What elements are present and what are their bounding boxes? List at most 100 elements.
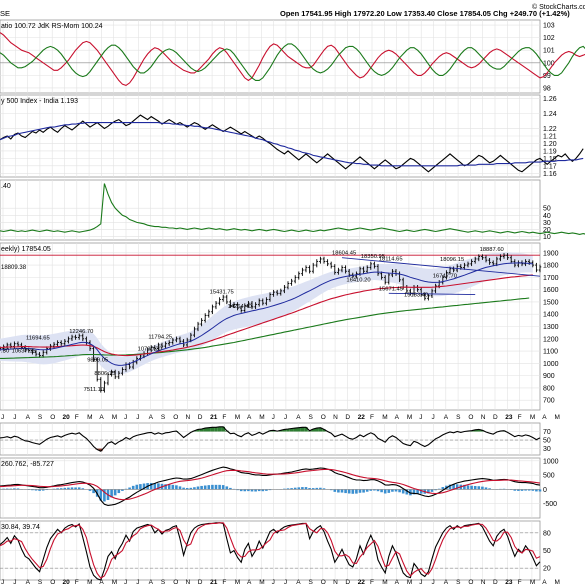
x-axis-label: O: [321, 414, 326, 421]
price-series-2: [0, 274, 533, 357]
price-annotation: 8806.75: [94, 371, 115, 377]
rrg-series-0: [0, 32, 585, 87]
x-axis-label: M: [235, 414, 240, 421]
bottom-x-axis-label: S: [161, 579, 166, 585]
rrg-ytick-label: 98: [543, 85, 551, 92]
rrg-ytick-label: 100: [543, 60, 555, 67]
price-annotation: 18096.15: [440, 257, 464, 263]
stoch-series-1: [0, 522, 541, 579]
x-axis-label: J: [124, 414, 127, 421]
rsi-ytick-label: 30: [543, 446, 551, 453]
macd-frame: [0, 457, 541, 519]
rrg-ytick-label: 103: [543, 23, 555, 30]
price-annotation: 14264.40: [228, 304, 252, 310]
bottom-x-axis-label: J: [1, 579, 4, 585]
bottom-x-axis-label: M: [87, 579, 92, 585]
x-axis-label: D: [345, 414, 350, 421]
x-axis-label: F: [222, 414, 226, 421]
price-annotation: 11794.25: [148, 334, 172, 340]
rrg-series-1: [0, 43, 585, 81]
x-axis-label: J: [1, 414, 4, 421]
bottom-x-axis-label: S: [456, 579, 461, 585]
rsi-ytick-label: 50: [543, 438, 551, 445]
price-annotation: 7511.10: [84, 387, 105, 393]
x-axis-label: N: [481, 414, 486, 421]
x-axis-label: J: [272, 414, 275, 421]
price-ytick-label: 800: [543, 385, 555, 392]
x-axis-label: S: [309, 414, 314, 421]
bottom-x-axis-label: J: [432, 579, 435, 585]
rrg-ytick-label: 102: [543, 35, 555, 42]
x-axis-label: O: [173, 414, 178, 421]
bottom-x-axis-label: M: [530, 579, 535, 585]
x-axis-label: F: [75, 414, 79, 421]
price-title: eekly) 17854.05: [1, 246, 51, 253]
bottom-x-axis-label: D: [345, 579, 350, 585]
ratio-ytick-label: 1.20: [543, 141, 557, 148]
bottom-x-axis-label: A: [296, 579, 301, 585]
bottom-x-axis-label: 21: [210, 579, 218, 585]
x-axis-label: D: [198, 414, 203, 421]
x-axis-label: A: [296, 414, 301, 421]
price-ytick-label: 1900: [543, 250, 559, 257]
rrg-panel: 98 99 100 101 102 103 atio 100.72 JdK RS-Mom 1…: [0, 19, 585, 94]
macd-series-0: [0, 466, 541, 506]
stoch-panel: 20 50 80 30.84, 39.74: [0, 520, 551, 581]
volatility-ytick-label: 10: [543, 234, 551, 241]
price-annotation: 15183.40: [404, 293, 428, 299]
price-annotation: 18604.45: [332, 251, 356, 257]
x-axis-label: 20: [63, 414, 71, 421]
macd-ytick-label: -500: [543, 501, 557, 508]
macd-ytick-label: 1000: [543, 458, 559, 465]
volatility-ytick-label: 20: [543, 227, 551, 234]
bottom-x-axis-label: A: [444, 579, 449, 585]
bottom-x-axis-label: J: [419, 579, 422, 585]
bottom-x-axis-label: M: [382, 579, 387, 585]
bottom-x-axis-label: J: [284, 579, 287, 585]
rrg-ytick-label: 99: [543, 73, 551, 80]
x-axis-label: A: [149, 414, 154, 421]
x-axis-label: J: [284, 414, 287, 421]
x-axis-label: O: [468, 414, 473, 421]
volatility-series-0: [0, 183, 585, 235]
bottom-x-axis-label: O: [468, 579, 473, 585]
stoch-series-0: [0, 522, 541, 581]
x-axis-label: J: [13, 414, 16, 421]
macd-panel: -500 0 500 1000 260.762, -85.727: [0, 457, 559, 519]
x-axis-label: S: [456, 414, 461, 421]
bottom-x-axis-label: M: [235, 579, 240, 585]
x-axis-label: 21: [210, 414, 218, 421]
price-ytick-label: 1600: [543, 287, 559, 294]
ratio-ytick-label: 1.24: [543, 111, 557, 118]
price-annotation: 18350.95: [361, 254, 385, 260]
price-ytick-label: 1200: [543, 336, 559, 343]
x-axis-label: M: [555, 414, 560, 421]
bottom-x-axis-label: M: [112, 579, 117, 585]
bottom-x-axis-label: A: [149, 579, 154, 585]
bottom-x-axis-label: 20: [63, 579, 71, 585]
macd-title: 260.762, -85.727: [1, 461, 54, 468]
x-axis-label: M: [87, 414, 92, 421]
x-axis-label: J: [419, 414, 422, 421]
bottom-x-axis-label: J: [13, 579, 16, 585]
x-axis-label: A: [99, 414, 104, 421]
x-axis-label: N: [186, 414, 191, 421]
ratio-ytick-label: 1.16: [543, 171, 557, 178]
ratio-panel: 1.161.171.181.191.201.211.22 1.24 1.26 y 50…: [0, 94, 584, 178]
volatility-ytick-label: 50: [543, 206, 551, 213]
bottom-x-axis-label: J: [136, 579, 139, 585]
stoch-ytick-label: 80: [543, 530, 551, 537]
price-annotation: 10790.20: [138, 347, 162, 353]
copyright-label: © StockCharts.com: [532, 3, 585, 11]
x-axis-label: O: [50, 414, 55, 421]
bottom-x-axis-label: A: [99, 579, 104, 585]
volatility-ytick-label: 40: [543, 213, 551, 220]
x-axis-label: N: [333, 414, 338, 421]
bottom-x-axis-label: N: [333, 579, 338, 585]
price-annotation: 12246.70: [69, 329, 93, 335]
x-axis-label: M: [530, 414, 535, 421]
price-ytick-label: 1300: [543, 324, 559, 331]
